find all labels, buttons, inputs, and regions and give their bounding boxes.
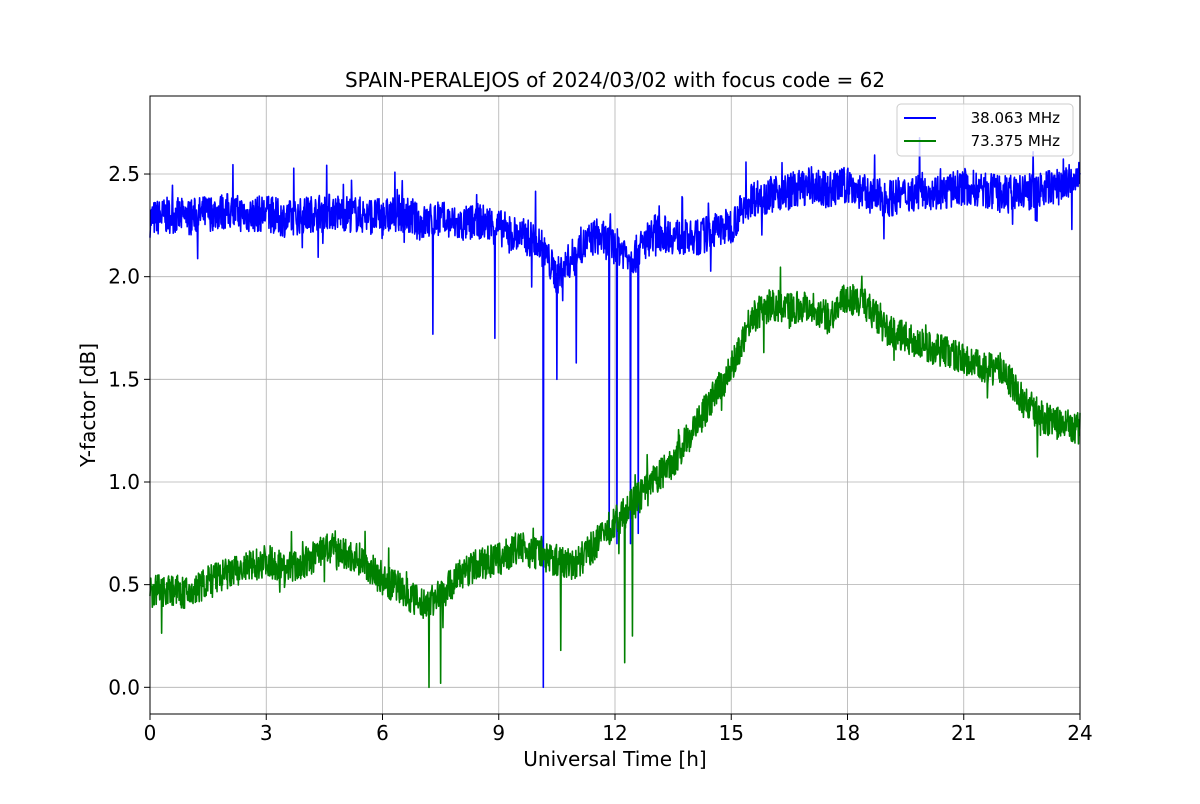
x-tick-label: 9	[492, 721, 505, 745]
x-tick-label: 3	[260, 721, 273, 745]
grid	[149, 96, 1081, 714]
y-tick-label: 2.0	[108, 265, 140, 289]
y-tick-label: 0.5	[108, 573, 140, 597]
chart-title: SPAIN-PERALEJOS of 2024/03/02 with focus…	[345, 68, 885, 92]
ticks: 0 3 6 9 12 15 18 21 24 0.0 0.5 1.0 1.5 2.0 2.5	[108, 162, 1093, 745]
x-tick-label: 18	[835, 721, 860, 745]
legend: 38.063 MHz 73.375 MHz	[896, 103, 1074, 157]
legend-box	[896, 103, 1074, 157]
y-tick-label: 1.5	[108, 367, 140, 391]
legend-label: 38.063 MHz	[971, 109, 1060, 127]
x-axis-label: Universal Time [h]	[523, 747, 706, 771]
series-layer	[149, 136, 1081, 689]
legend-label: 73.375 MHz	[971, 132, 1060, 150]
x-tick-label: 24	[1067, 721, 1092, 745]
y-tick-label: 0.0	[108, 675, 140, 699]
x-tick-label: 12	[602, 721, 627, 745]
y-axis-label: Y-factor [dB]	[76, 343, 100, 468]
series-line-2	[149, 266, 1081, 689]
x-tick-label: 15	[719, 721, 744, 745]
y-tick-label: 1.0	[108, 470, 140, 494]
y-tick-label: 2.5	[108, 162, 140, 186]
x-tick-label: 21	[951, 721, 976, 745]
x-tick-label: 0	[144, 721, 157, 745]
x-tick-label: 6	[376, 721, 389, 745]
series-line-1	[149, 136, 1081, 689]
